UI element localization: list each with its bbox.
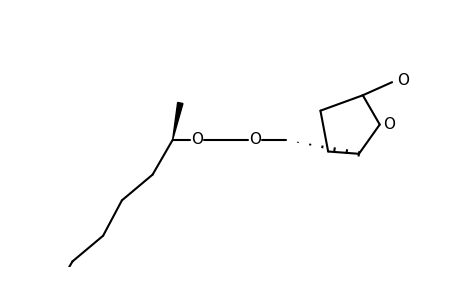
- Text: O: O: [382, 117, 394, 132]
- Text: O: O: [191, 133, 203, 148]
- Text: O: O: [396, 73, 408, 88]
- Polygon shape: [172, 102, 183, 140]
- Text: O: O: [248, 133, 260, 148]
